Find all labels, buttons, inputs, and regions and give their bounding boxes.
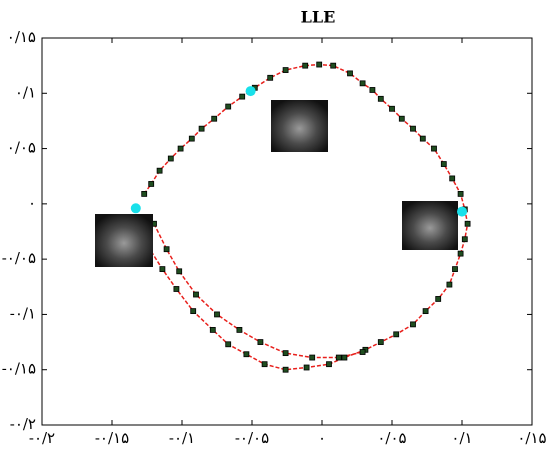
point — [377, 339, 384, 345]
y-tick-label: -۰/۱ — [10, 304, 36, 322]
point — [446, 281, 453, 288]
y-tick-label: ۰ — [28, 194, 36, 212]
point — [193, 291, 199, 298]
echo-image — [402, 201, 458, 250]
echo-image — [271, 100, 328, 152]
point — [377, 95, 384, 102]
point — [457, 250, 464, 257]
y-tick-label: ۰/۱۵ — [7, 28, 36, 46]
x-tick-label: -۰/۱۵ — [95, 429, 129, 447]
point — [359, 349, 366, 355]
point — [163, 246, 170, 253]
point — [176, 268, 183, 275]
point — [316, 61, 323, 68]
point — [303, 364, 310, 371]
point — [236, 327, 243, 333]
point — [431, 145, 437, 152]
y-tick-label: ۰/۰۵ — [7, 139, 36, 157]
point — [410, 321, 416, 328]
x-tick-label: ۰/۰۵ — [377, 429, 406, 447]
point — [389, 105, 395, 112]
x-tick-label: -۰/۲ — [29, 429, 55, 447]
trajectory-line — [140, 63, 469, 371]
point — [211, 115, 218, 122]
point — [159, 266, 166, 272]
point — [214, 311, 220, 318]
y-tick-label: -۰/۲ — [10, 415, 36, 433]
highlights — [130, 86, 467, 217]
point — [335, 354, 342, 361]
point — [167, 155, 174, 162]
point — [177, 145, 184, 152]
point — [347, 70, 353, 77]
highlight-point — [130, 203, 141, 214]
point — [209, 327, 216, 333]
point — [225, 103, 232, 110]
point — [302, 62, 309, 69]
chart-title: LLE — [301, 8, 336, 27]
point — [330, 62, 337, 69]
point — [410, 125, 416, 132]
y-tick-label: -۰/۱۵ — [2, 360, 36, 378]
point — [393, 331, 400, 338]
point — [190, 308, 197, 315]
x-tick-label: -۰/۰۵ — [235, 429, 269, 447]
point — [188, 135, 195, 142]
point — [309, 354, 316, 361]
x-tick-label: ۰/۱ — [451, 429, 472, 447]
x-tick-label: ۰ — [318, 429, 326, 447]
highlight-point — [457, 206, 467, 217]
point — [461, 236, 468, 243]
point — [239, 93, 246, 100]
point — [141, 191, 148, 197]
point — [282, 366, 289, 373]
echo-image — [95, 214, 153, 267]
point — [341, 354, 348, 361]
x-tick-label: ۰/۱۵ — [517, 429, 546, 447]
x-tick-label: -۰/۱ — [169, 429, 195, 447]
point — [261, 361, 268, 368]
point — [359, 80, 366, 87]
highlight-point — [245, 86, 256, 97]
point — [282, 67, 289, 73]
point — [326, 361, 332, 368]
point — [148, 181, 155, 187]
point — [257, 339, 264, 345]
plot-frame — [41, 37, 533, 426]
point — [198, 125, 205, 132]
point — [173, 286, 180, 292]
point — [440, 161, 447, 167]
point — [435, 296, 442, 302]
point — [225, 341, 232, 348]
point — [449, 175, 456, 182]
point — [243, 351, 250, 358]
point — [398, 115, 405, 122]
y-tick-label: -۰/۰۵ — [2, 249, 36, 267]
point — [369, 87, 376, 93]
point — [156, 167, 163, 174]
point — [422, 308, 429, 315]
point — [452, 266, 458, 272]
point — [464, 220, 471, 227]
point — [457, 191, 464, 197]
y-tick-label: ۰/۱ — [15, 83, 36, 101]
point — [267, 74, 274, 81]
plot-area — [138, 61, 471, 373]
point — [282, 350, 289, 357]
point — [419, 135, 426, 142]
